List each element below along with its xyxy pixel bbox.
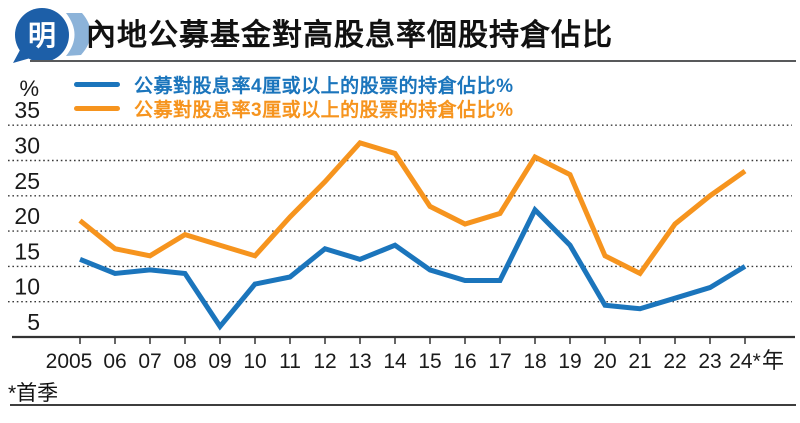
header-divider (30, 60, 796, 62)
legend-label: 公募對股息率4厘或以上的股票的持倉佔比% (134, 75, 514, 97)
series-line-4pct (79, 205, 747, 331)
x-axis-label: 06 (103, 350, 126, 373)
x-axis-label: 14 (383, 350, 407, 373)
y-axis-label: 10 (14, 274, 40, 300)
page-title: 內地公募基金對高股息率個股持倉佔比 (86, 19, 613, 52)
x-axis-label: 20 (593, 350, 616, 373)
x-axis-label: 18 (523, 350, 546, 373)
logo-bubble-tail (13, 50, 34, 63)
y-axis-label: 20 (14, 203, 40, 229)
legend-swatch-blue (74, 81, 120, 87)
legend-swatch-orange (74, 105, 120, 111)
x-axis-label: 17 (488, 350, 511, 373)
x-axis-label: 07 (138, 350, 161, 373)
x-axis-unit-label: 年 (762, 348, 784, 373)
logo-character: 明 (28, 20, 56, 51)
x-axis-label: 15 (418, 350, 441, 373)
y-axis-label: 25 (14, 168, 40, 194)
x-axis-label: 12 (313, 350, 336, 373)
x-axis-label: 11 (279, 350, 301, 373)
legend-item-4pct: 公募對股息率4厘或以上的股票的持倉佔比% (74, 72, 514, 97)
x-axis-label: 21 (628, 350, 651, 373)
x-axis-label: 09 (208, 350, 231, 373)
x-axis-label: 19 (558, 350, 581, 373)
y-axis-unit-label: % (19, 76, 39, 101)
series-line-3pct (78, 139, 747, 277)
mingpao-logo: 明 (13, 8, 91, 63)
y-axis-label: 5 (27, 309, 40, 335)
y-axis-label: 35 (14, 97, 40, 123)
bottom-rule (10, 404, 796, 406)
footnote: *首季 (8, 382, 59, 405)
x-axis-label: 10 (243, 350, 266, 373)
x-axis-label: 22 (663, 350, 686, 373)
x-axis-label: 08 (173, 350, 196, 373)
logo-swoosh-icon (66, 13, 91, 56)
x-axis-label: 13 (348, 350, 371, 373)
legend-label: 公募對股息率3厘或以上的股票的持倉佔比% (134, 99, 514, 121)
y-axis-label: 15 (14, 238, 40, 264)
logo-bubble (15, 8, 69, 62)
x-axis-label: 2005 (46, 350, 93, 373)
x-axis-label: 16 (453, 350, 476, 373)
legend-item-3pct: 公募對股息率3厘或以上的股票的持倉佔比% (74, 96, 514, 121)
x-axis-label: 24* (729, 350, 761, 373)
y-axis-label: 30 (14, 133, 40, 159)
x-axis-label: 23 (698, 350, 721, 373)
